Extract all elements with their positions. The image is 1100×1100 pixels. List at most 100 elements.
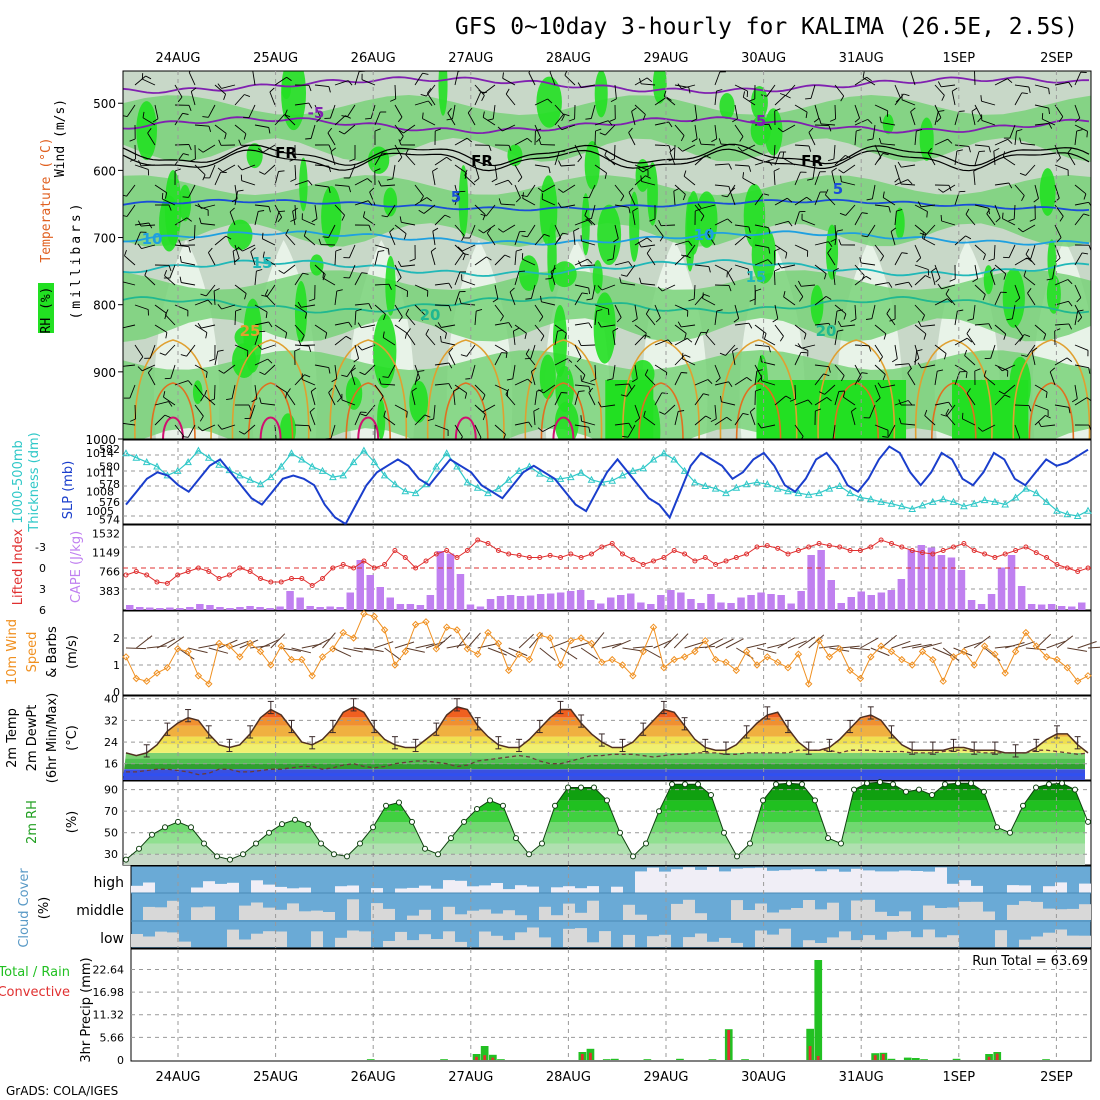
wind-barb bbox=[594, 164, 607, 174]
wind-barb bbox=[921, 324, 936, 327]
wind-barb-flag bbox=[993, 147, 1000, 152]
wind-barb bbox=[194, 124, 210, 127]
wind-barb-flag bbox=[789, 398, 796, 402]
wind-barb bbox=[754, 371, 758, 386]
wind10-point bbox=[153, 669, 161, 677]
slp-series bbox=[125, 445, 1089, 526]
wind-barb bbox=[314, 184, 329, 188]
lifted-index-point bbox=[495, 548, 501, 553]
wind-barb bbox=[871, 184, 876, 199]
wind-barb bbox=[834, 304, 847, 315]
wind-barb-flag bbox=[515, 197, 521, 203]
pressure-tick-label: 700 bbox=[93, 232, 116, 246]
wind-barb-flag bbox=[243, 133, 247, 140]
wind-barb-flag bbox=[628, 187, 634, 193]
temp30-contour bbox=[931, 382, 977, 439]
cloud-cell bbox=[539, 937, 551, 947]
wind-barb-flag bbox=[958, 110, 965, 112]
wind-barb-flag bbox=[966, 328, 971, 334]
wind10-barb bbox=[932, 647, 952, 657]
wind-barb-flag bbox=[316, 117, 322, 123]
rh-high-blob bbox=[919, 117, 934, 161]
rh-point bbox=[708, 792, 714, 798]
wind-barb-flag bbox=[661, 392, 668, 395]
wind-barb bbox=[734, 304, 740, 319]
wind10-point bbox=[567, 636, 575, 645]
wind-barb bbox=[714, 218, 728, 226]
thickness-point bbox=[608, 476, 617, 484]
wind-barb bbox=[134, 344, 144, 357]
wind10-barb bbox=[498, 647, 517, 658]
cloud-cell bbox=[815, 909, 827, 920]
rh-point bbox=[760, 797, 766, 804]
lifted-index-point bbox=[630, 557, 636, 563]
wind-barb bbox=[514, 137, 528, 146]
temp-tick-label: 40 bbox=[104, 693, 118, 706]
temp25-contour bbox=[524, 339, 603, 439]
wind-barb bbox=[814, 124, 830, 127]
rh-high-blob bbox=[299, 157, 308, 212]
rh-high-blob bbox=[552, 261, 577, 288]
lifted-index-point bbox=[506, 551, 512, 557]
thickness-point bbox=[670, 455, 679, 463]
wind-barb-flag bbox=[1007, 138, 1013, 144]
wind-barb-flag bbox=[681, 372, 688, 374]
wind-barb-flag bbox=[967, 318, 974, 321]
wind-barb-flag bbox=[773, 168, 780, 172]
bottom-date-7: 31AUG bbox=[839, 1070, 884, 1085]
thickness-point bbox=[287, 449, 296, 457]
wind-barb-flag bbox=[668, 158, 675, 162]
wind-barb-flag bbox=[697, 203, 702, 209]
wind-barb-flag bbox=[768, 247, 771, 254]
thickness-point bbox=[866, 495, 875, 503]
wind-barb-flag bbox=[840, 175, 842, 182]
wind-barb-flag bbox=[568, 118, 575, 122]
contour-label: 5 bbox=[451, 188, 461, 206]
wind-barb-flag bbox=[841, 375, 845, 382]
cloud-cell bbox=[575, 888, 587, 893]
wind-barb-flag bbox=[464, 392, 468, 399]
wind-barb bbox=[874, 204, 889, 208]
wind-barb bbox=[374, 111, 381, 126]
rh-point bbox=[1059, 780, 1065, 787]
rh-high-blob bbox=[243, 298, 263, 373]
cloud-cell bbox=[599, 931, 611, 947]
wind10-point bbox=[929, 655, 937, 664]
wind-barb-flag bbox=[616, 317, 622, 323]
cape-bar bbox=[657, 595, 665, 610]
wind-barb-flag bbox=[318, 238, 322, 245]
cloud-cell bbox=[731, 868, 743, 893]
wind-barb-flag bbox=[807, 178, 814, 181]
temp-contour bbox=[123, 198, 1090, 212]
wind-barb bbox=[328, 224, 336, 238]
wind-barb-flag bbox=[807, 399, 813, 405]
wind-barb bbox=[614, 383, 630, 386]
wind-barb bbox=[854, 212, 863, 226]
cloud-cell bbox=[947, 883, 959, 893]
wind-barb bbox=[447, 112, 456, 126]
wind-barb bbox=[252, 71, 256, 86]
wind-barb-flag bbox=[205, 371, 208, 378]
cape-bar bbox=[887, 590, 896, 610]
wind10-point bbox=[660, 663, 668, 672]
wind-barb bbox=[981, 119, 996, 126]
wind-barb-flag bbox=[217, 304, 222, 310]
rh-point bbox=[786, 780, 792, 787]
wind-barb-flag bbox=[460, 436, 463, 439]
thickness-point bbox=[1084, 506, 1092, 514]
wind-barb bbox=[554, 232, 563, 246]
wind-barb-flag bbox=[732, 118, 738, 123]
wind-barb bbox=[354, 71, 360, 86]
wind-barb-flag bbox=[397, 116, 403, 123]
wind-barb bbox=[241, 180, 256, 186]
wind-barb-flag bbox=[705, 155, 711, 159]
thickness-point bbox=[266, 473, 275, 481]
wind-barb bbox=[541, 301, 556, 306]
wind-barb-flag bbox=[668, 145, 672, 152]
rh-point bbox=[981, 788, 987, 795]
cloud-cell bbox=[143, 906, 155, 920]
wind-barb bbox=[1074, 72, 1082, 86]
wind10-barb bbox=[135, 635, 153, 649]
wind10-barb bbox=[487, 647, 507, 656]
temp35-contour bbox=[357, 416, 380, 439]
